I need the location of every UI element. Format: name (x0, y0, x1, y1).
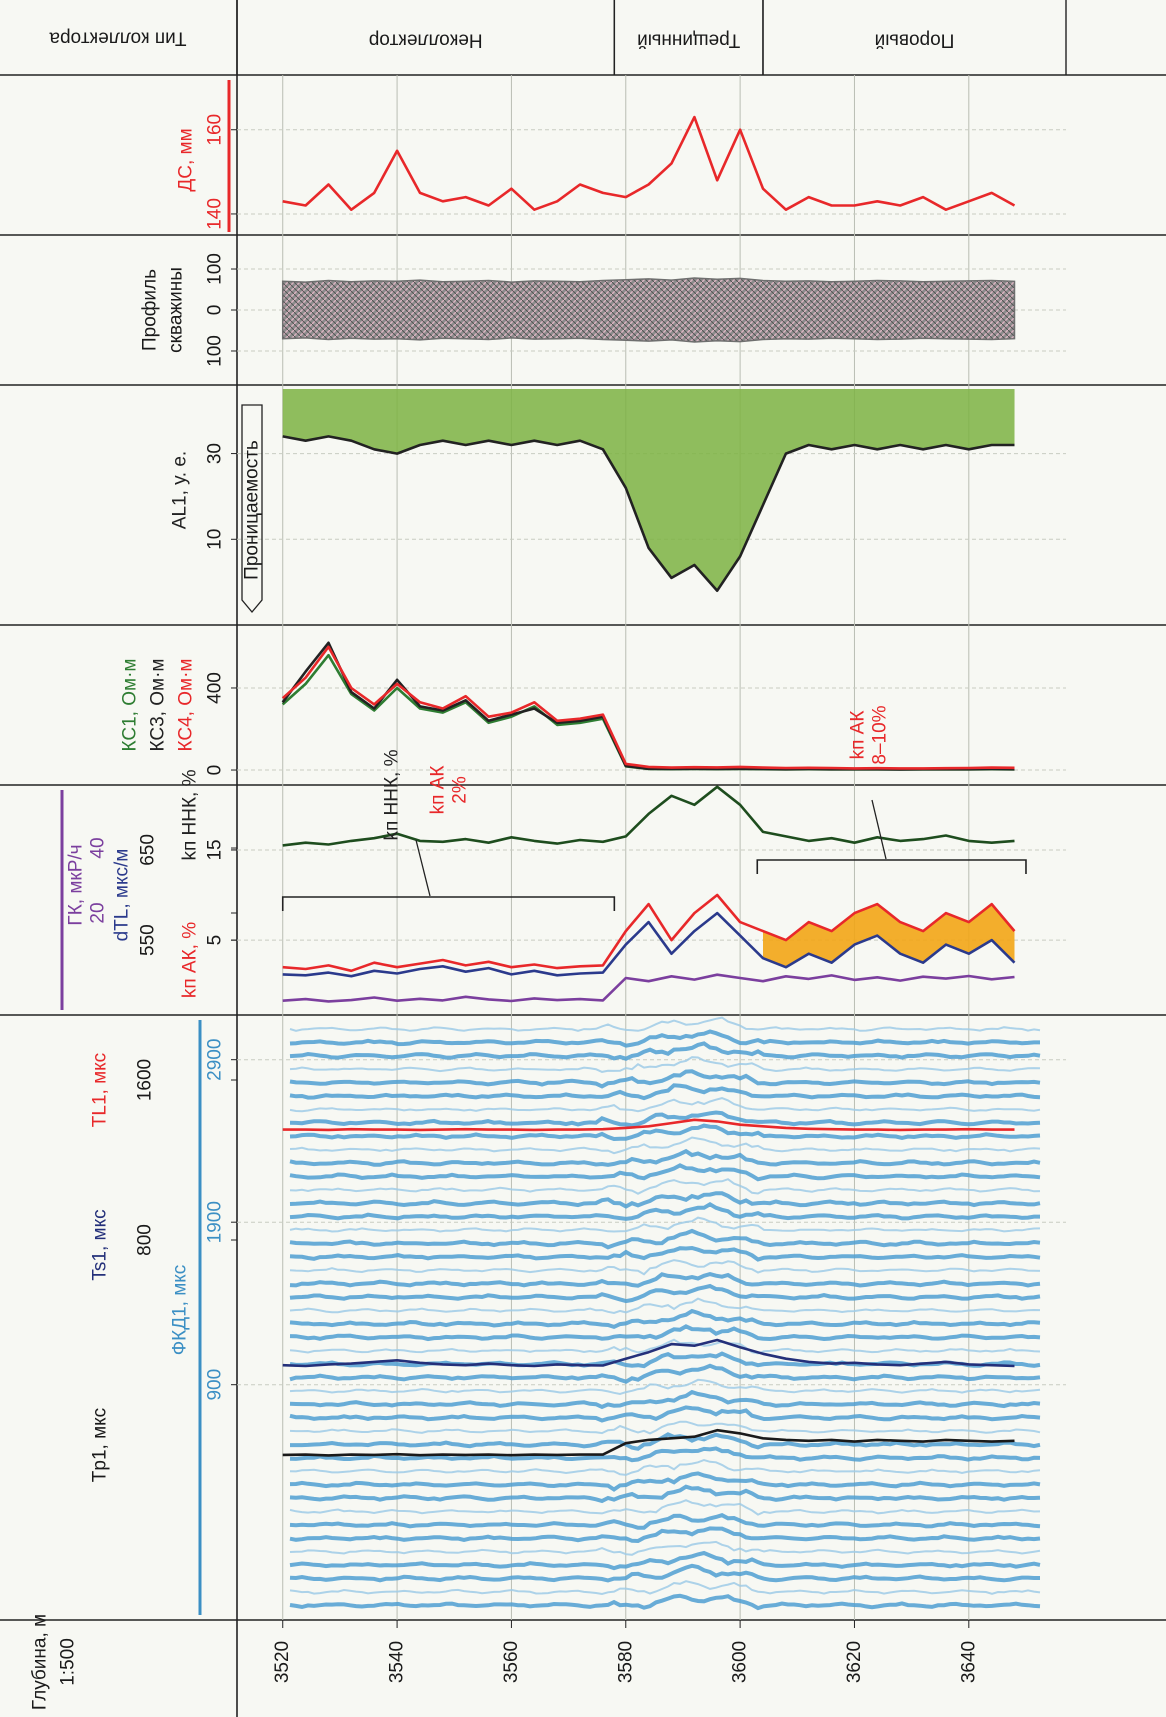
x-tick-label: 3620 (844, 1641, 865, 1683)
series-name: Tp1, мкс (90, 1408, 111, 1482)
y-tick-label: 2900 (205, 1039, 226, 1081)
series-name: КС1, Ом·м (120, 659, 141, 752)
x-tick-label: 3600 (730, 1641, 751, 1683)
track-title: скважины (166, 267, 187, 353)
zone-label: Поровый (875, 30, 955, 51)
y-tick-label: 550 (138, 924, 159, 956)
y-tick-label: 0 (205, 305, 226, 316)
y-tick-label: 100 (205, 335, 226, 367)
y-tick-label: 400 (205, 672, 226, 704)
profile-band (283, 278, 1015, 342)
series-name: dTL, мкс/м (112, 849, 133, 942)
series-name: КС4, Ом·м (176, 659, 197, 752)
series-name: kп АК, % (180, 922, 201, 998)
y-tick-label: 1900 (205, 1201, 226, 1243)
y-tick-label: 1600 (135, 1059, 156, 1101)
x-tick-label: 3520 (272, 1641, 293, 1683)
y-tick-label: 20 (88, 902, 109, 923)
y-tick-label: 15 (205, 839, 226, 860)
zone-title: Тип коллектора (49, 28, 187, 49)
y-tick-label: 30 (205, 443, 226, 464)
y-tick-label: 160 (205, 114, 226, 146)
annotation: 8–10% (870, 705, 891, 764)
series-name: AL1, у. е. (170, 451, 191, 529)
series-name: КС3, Ом·м (148, 659, 169, 752)
well-log: 3520 3540 3560 3580 3600 3620 3640 Глубина, м 1:… (0, 0, 1166, 1717)
depth-label: Глубина, м (30, 1614, 51, 1710)
series-name: ДС, мм (176, 128, 197, 191)
series-name: Ts1, мкс (90, 1209, 111, 1280)
y-tick-label: 650 (138, 834, 159, 866)
scale-label: 1:500 (58, 1638, 79, 1686)
series-name: ГК, мкР/ч (66, 844, 87, 925)
x-tick-label: 3640 (958, 1641, 979, 1683)
track-title: Профиль (140, 269, 161, 351)
y-tick-label: 140 (205, 198, 226, 230)
annotation: kп АК (848, 711, 869, 760)
y-tick-label: 900 (205, 1369, 226, 1401)
y-tick-label: 10 (205, 529, 226, 550)
series-name: TL1, мкс (90, 1053, 111, 1127)
y-tick-label: 800 (135, 1224, 156, 1256)
y-tick-label: 100 (205, 253, 226, 285)
axis-label: ФКД1, мкс (170, 1265, 191, 1356)
annotation: kп ННК, % (382, 749, 403, 840)
zone-label: Неколлектор (369, 30, 483, 51)
x-tick-label: 3540 (387, 1641, 408, 1683)
y-tick-label: 0 (205, 765, 226, 776)
annotation: Проницаемость (242, 440, 263, 580)
series-name: kп ННК, % (180, 769, 201, 860)
annotation: 2% (450, 776, 471, 804)
x-tick-label: 3580 (615, 1641, 636, 1683)
annotation: kп АК (428, 766, 449, 815)
y-tick-label: 40 (88, 837, 109, 858)
y-tick-label: 5 (205, 935, 226, 946)
x-tick-label: 3560 (501, 1641, 522, 1683)
zone-label: Трещинный (637, 30, 740, 51)
